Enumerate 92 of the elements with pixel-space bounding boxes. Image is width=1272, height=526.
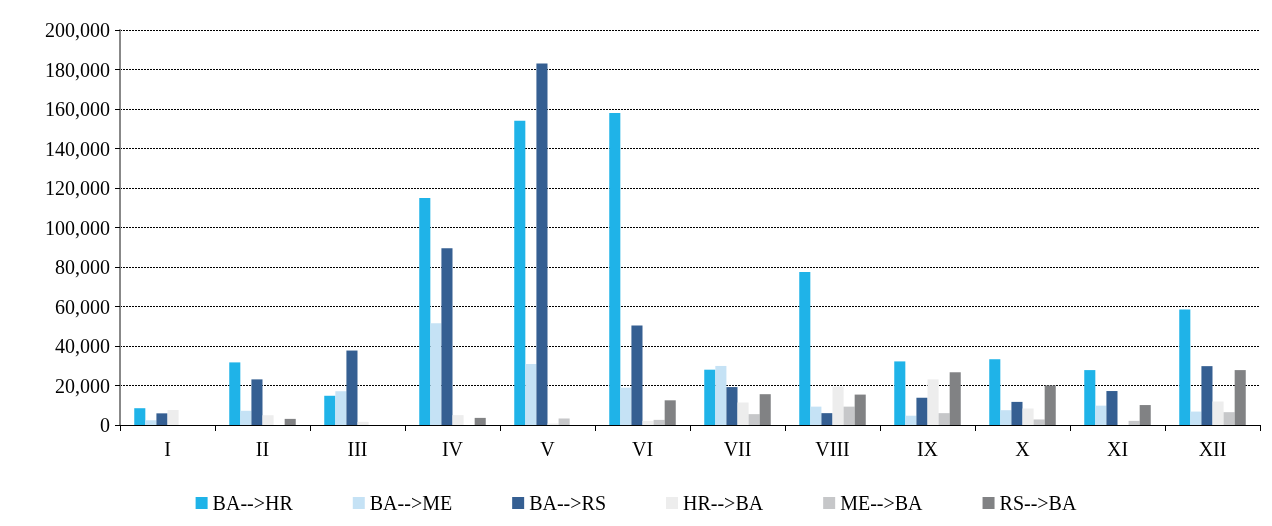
bar: [748, 414, 760, 425]
x-tick-label: VII: [723, 438, 752, 460]
x-tick-label: X: [1015, 438, 1031, 460]
bar: [1234, 370, 1246, 425]
x-tick-label: III: [347, 438, 368, 460]
x-tick-label: II: [255, 438, 270, 460]
bar: [989, 359, 1001, 425]
y-tick-label: 60,000: [55, 295, 110, 318]
bar: [1201, 366, 1213, 425]
bar: [1011, 401, 1023, 425]
bar: [905, 415, 917, 425]
x-tick-label: I: [164, 438, 171, 460]
bar: [894, 361, 906, 425]
bar: [642, 420, 654, 425]
bar: [251, 379, 263, 425]
bar: [1212, 401, 1224, 425]
bar: [799, 271, 811, 425]
bar: [927, 379, 939, 425]
y-tick-label: 80,000: [55, 256, 110, 278]
x-tick-label: VI: [631, 438, 654, 460]
bar: [810, 406, 822, 425]
x-tick-label: V: [540, 438, 556, 460]
bar: [1190, 411, 1202, 425]
legend-label: BA-->RS: [529, 492, 607, 514]
bar: [1128, 420, 1140, 425]
bar: [441, 248, 453, 425]
bar: [737, 402, 749, 425]
bar: [704, 369, 716, 425]
bar: [525, 363, 537, 425]
bar: [558, 418, 570, 425]
bar: [1139, 405, 1151, 425]
bar: [653, 419, 665, 425]
bar: [609, 112, 621, 425]
bar: [229, 362, 241, 425]
bar: [514, 120, 526, 425]
bar: [167, 409, 179, 425]
x-tick-label: IX: [916, 438, 939, 460]
legend-label: BA-->ME: [369, 492, 453, 514]
bar: [916, 397, 928, 425]
bar: [1044, 385, 1056, 425]
bar: [262, 415, 274, 425]
x-tick-label: XI: [1106, 438, 1129, 460]
y-tick-label: 0: [100, 414, 110, 436]
bar: [938, 413, 950, 425]
bar: [715, 365, 727, 425]
y-tick-label: 140,000: [45, 137, 110, 160]
bar: [1033, 419, 1045, 425]
y-tick-label: 120,000: [45, 177, 110, 199]
bar: [1022, 408, 1034, 425]
bar: [821, 413, 833, 425]
bar: [832, 386, 844, 425]
y-tick-label: 160,000: [45, 98, 110, 120]
bar: [240, 410, 252, 425]
bar: [156, 413, 168, 425]
bar: [335, 391, 347, 425]
legend-label: RS-->BA: [999, 492, 1077, 514]
bar: [1106, 391, 1118, 425]
bar: [1179, 309, 1191, 425]
y-tick-label: 100,000: [45, 216, 110, 239]
y-tick-label: 180,000: [45, 58, 110, 81]
legend-label: HR-->BA: [683, 492, 764, 514]
bar: [664, 400, 676, 425]
bar: [145, 420, 157, 425]
x-tick-label: XII: [1198, 438, 1227, 460]
y-tick-label: 20,000: [55, 374, 110, 397]
bar: [357, 421, 369, 425]
bar: [284, 418, 296, 425]
y-tick-label: 200,000: [45, 19, 110, 41]
bar: [843, 406, 855, 425]
bar: [1223, 412, 1235, 425]
x-tick-label: VIII: [815, 438, 850, 460]
y-tick-label: 40,000: [55, 335, 110, 357]
bar: [430, 323, 442, 425]
bar: [631, 325, 643, 425]
bar: [726, 387, 738, 425]
bar: [346, 350, 358, 425]
legend-label: BA-->HR: [212, 492, 294, 514]
bar: [759, 394, 771, 425]
bar: [949, 372, 961, 425]
bar: [134, 408, 146, 425]
x-tick-label: IV: [441, 438, 464, 460]
bar: [474, 417, 486, 425]
bar: [419, 197, 431, 425]
bar: [1084, 370, 1096, 425]
bar: [854, 394, 866, 425]
bar: [452, 415, 464, 425]
bar: [536, 63, 548, 425]
legend-label: ME-->BA: [840, 492, 924, 514]
bar: [1000, 410, 1012, 425]
bar: [324, 395, 336, 425]
bar: [620, 387, 632, 425]
bar: [1095, 405, 1107, 425]
